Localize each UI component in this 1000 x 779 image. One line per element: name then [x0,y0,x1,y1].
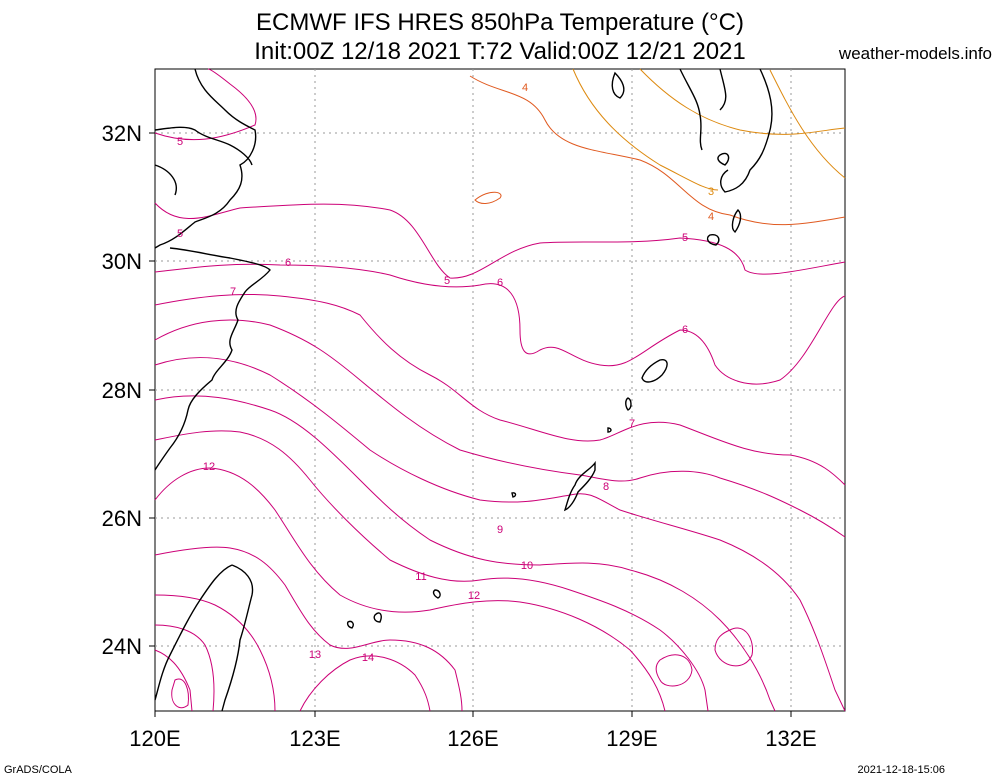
miyako-island [432,589,441,599]
isotherm-7 [154,293,846,486]
contour-label: 13 [309,649,321,661]
chart-subtitle: Init:00Z 12/18 2021 T:72 Valid:00Z 12/21… [254,38,746,65]
isotherm-17-cell [171,678,189,709]
isotherm-3-a [572,68,719,191]
site-credit: weather-models.info [838,44,992,63]
contour-labels: 4 5 5 5 6 6 6 7 7 8 9 10 11 12 12 13 14 … [177,82,714,664]
lon-tick-129e: 129E [606,726,657,751]
contour-label: 8 [603,481,609,493]
isotherm-5 [154,202,846,279]
lon-tick-123e: 123E [289,726,340,751]
lat-tick-26n: 26N [102,506,142,531]
shikoku-coast [720,68,773,193]
contour-label: 4 [522,82,528,94]
isotherm-16 [154,649,193,712]
contour-label: 5 [177,136,183,148]
contour-label: 5 [682,232,688,244]
contour-label: 6 [285,257,291,269]
kyushu-fragment [611,71,625,99]
contour-label: 12 [468,590,480,602]
amami-island [641,358,668,383]
isotherm-10 [154,395,776,712]
contour-label: 6 [682,324,688,336]
yangtze-estuary [154,126,253,166]
contour-label: 12 [203,461,215,473]
contour-label: 5 [444,275,450,287]
island-a [717,152,730,166]
isotherms [154,68,846,712]
taiwan-island [154,564,254,712]
isotherm-4 [469,75,846,226]
tokara-island [625,397,632,411]
isotherm-9 [154,357,846,712]
lat-tick-32n: 32N [102,121,142,146]
lon-tick-120e: 120E [129,726,180,751]
contour-label: 6 [497,277,503,289]
contour-label: 11 [415,571,426,583]
chart-title: ECMWF IFS HRES 850hPa Temperature (°C) [256,9,744,36]
lat-tick-24n: 24N [102,634,142,659]
graticule [155,69,845,711]
yaeyama-islands [346,612,382,629]
islet-b [511,492,517,498]
isotherm-11-cell [655,654,693,687]
contour-label: 14 [362,652,374,664]
isotherm-4-cell [474,191,502,204]
isotherm-14-west [154,594,276,712]
contour-label: 4 [708,211,714,223]
contour-label: 5 [177,228,183,240]
isotherm-5-north [154,68,257,141]
isotherm-15 [154,624,215,712]
isotherm-11 [154,430,709,712]
isotherm-13 [154,546,463,712]
isotherm-12 [154,467,666,712]
isotherm-8 [154,319,846,538]
tick-marks [149,132,792,717]
isotherm-3-b [639,68,846,135]
contour-label: 7 [230,286,236,298]
coastlines [154,68,773,712]
footer-credit: GrADS/COLA [4,764,72,776]
island-c [706,233,720,246]
island-b [731,208,742,234]
lon-tick-132e: 132E [765,726,816,751]
kyushu-coast [679,68,727,151]
contour-label: 9 [497,524,503,536]
china-coast-bay [154,164,177,196]
okinawa-island [563,460,596,512]
isotherm-6 [154,263,846,385]
china-coast-north [154,68,257,249]
islet-a [607,427,612,433]
lat-tick-28n: 28N [102,378,142,403]
contour-label: 3 [708,186,714,198]
china-coast-south [154,247,271,471]
isotherm-14-east [299,655,431,712]
lon-tick-126e: 126E [447,726,498,751]
isotherm-3-c [769,69,846,179]
contour-label: 10 [521,560,533,572]
isotherm-11-cell-b [714,627,754,667]
footer-timestamp: 2021-12-18-15:06 [857,764,945,776]
contour-label: 7 [629,418,635,430]
lat-tick-30n: 30N [102,249,142,274]
